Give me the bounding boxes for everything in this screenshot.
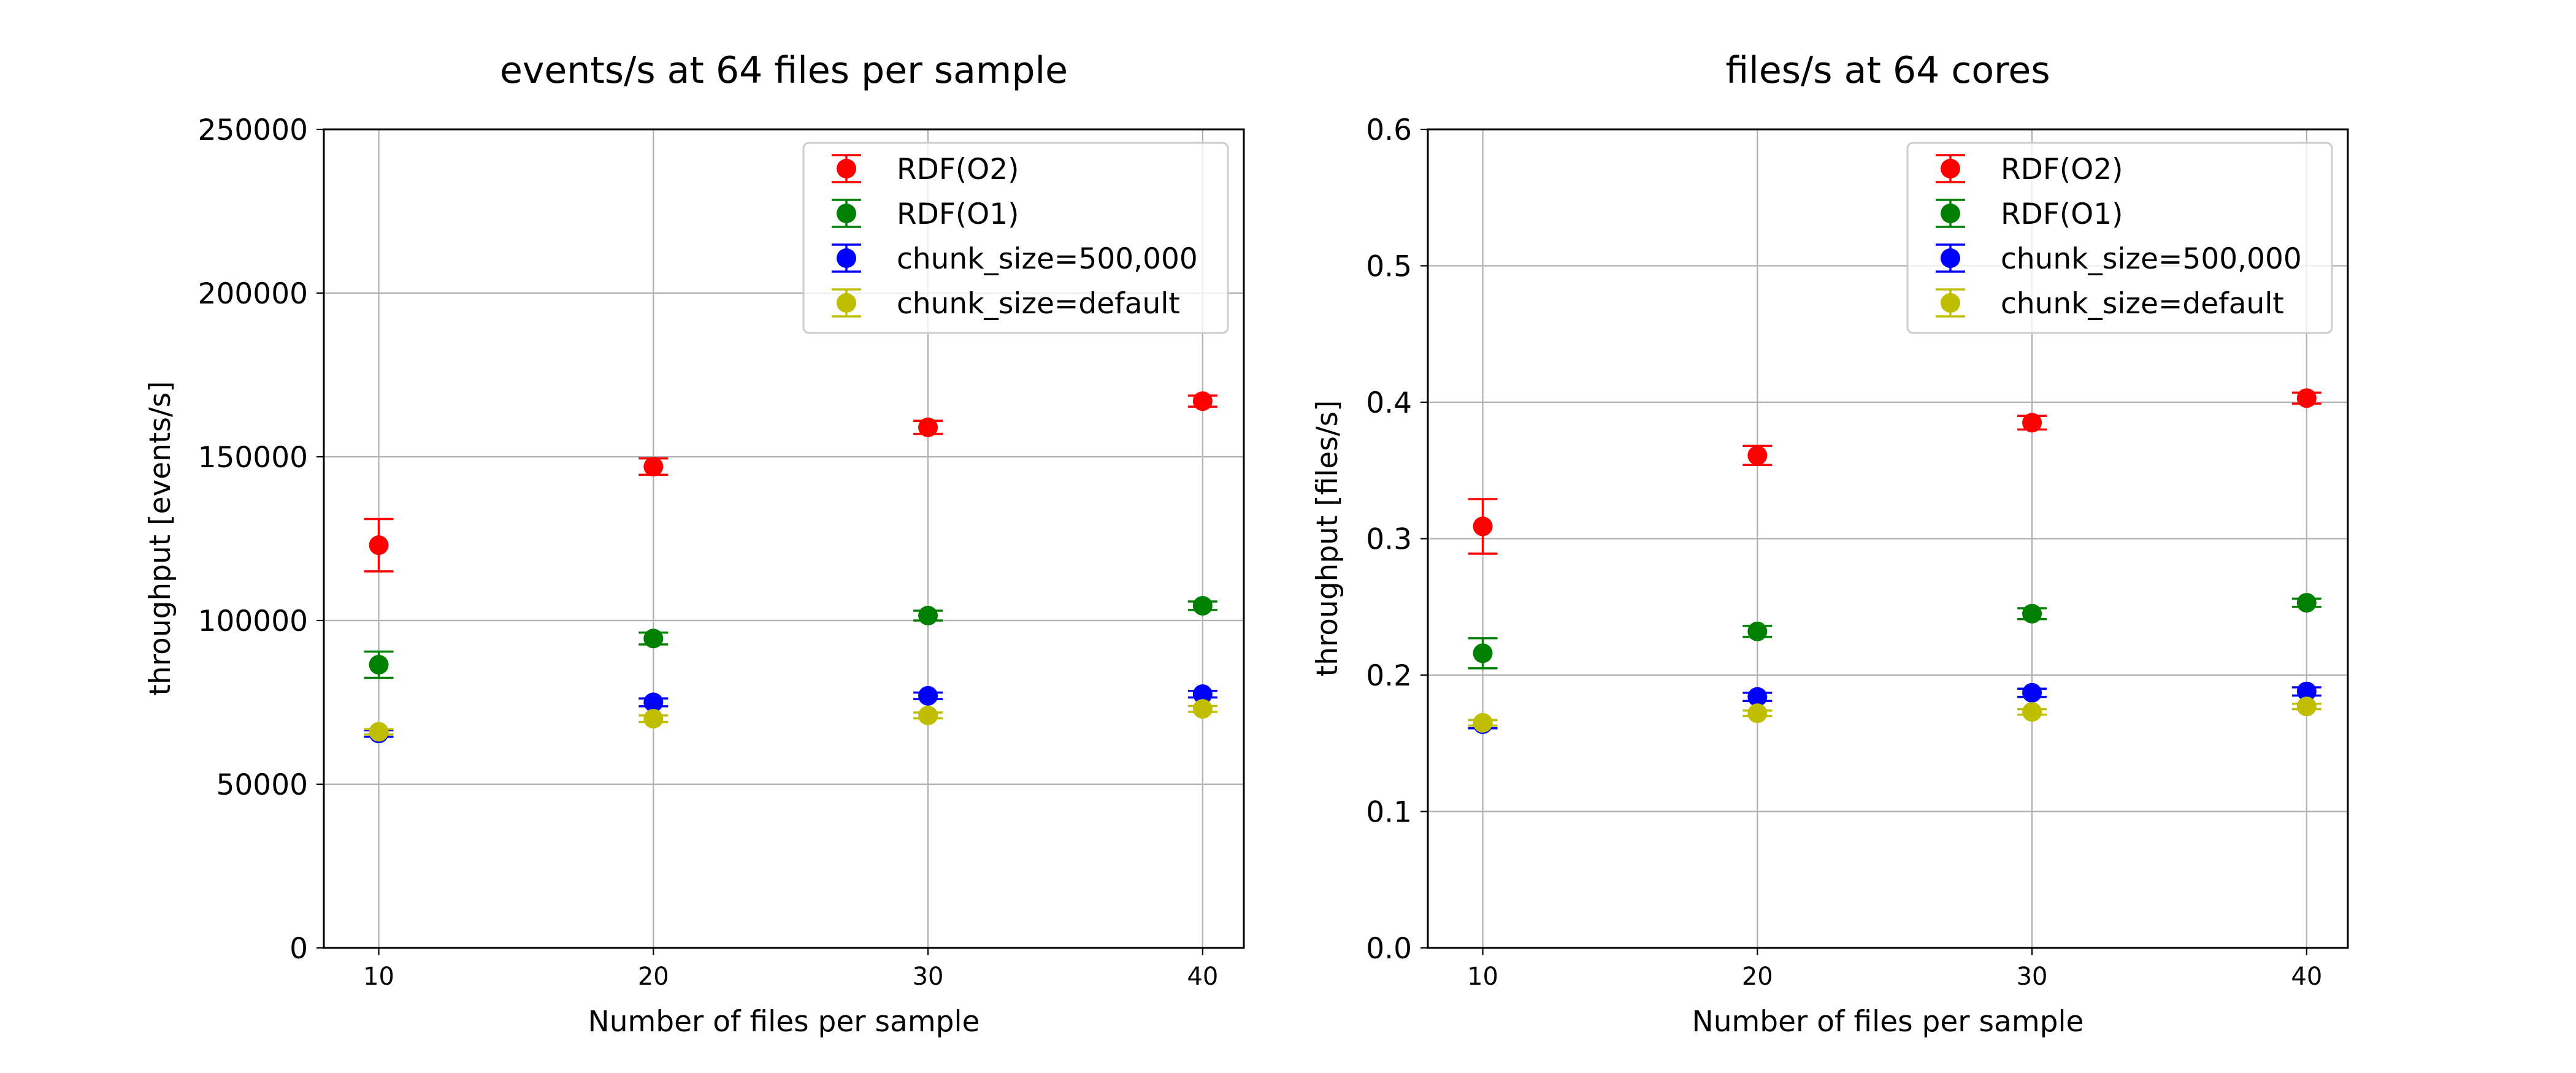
plot-events-per-second: events/s at 64 files per sample 0 50000 10… (144, 49, 1245, 1039)
data-point (1473, 643, 1493, 663)
x-tick-label: 40 (2291, 963, 2322, 991)
y-tick-label: 200000 (198, 277, 308, 311)
plot-files-per-second: files/s at 64 cores 0.00.10.20.30.40.50.… (1311, 49, 2349, 1039)
data-point (1192, 391, 1213, 411)
legend-marker (837, 293, 856, 313)
chart-title: events/s at 64 files per sample (500, 49, 1068, 92)
plot-frame (323, 128, 1245, 949)
y-tick-label: 0.1 (1366, 796, 1412, 830)
y-tick-label: 250000 (198, 113, 308, 147)
data-point (1192, 595, 1213, 616)
legend-label: chunk_size=default (2001, 287, 2284, 321)
legend-marker (837, 248, 856, 268)
data-point (2022, 413, 2042, 433)
data-point (2296, 593, 2317, 613)
y-axis-label: throughput [files/s] (1311, 400, 1344, 677)
data-point (1473, 516, 1493, 536)
y-tick-label: 0.4 (1366, 386, 1412, 420)
legend-label: RDF(O1) (2001, 197, 2123, 231)
chart-title: files/s at 64 cores (1725, 49, 2050, 92)
x-tick-label: 20 (1742, 963, 1773, 991)
data-point (1192, 684, 1213, 705)
y-tick-label: 0.0 (1366, 932, 1412, 966)
legend-label: chunk_size=500,000 (897, 242, 1198, 276)
y-axis-ticks: 0.0 0.1 0.2 0.3 0.4 0.5 0.6 (1366, 113, 1428, 966)
legend-marker (837, 159, 856, 178)
data-point (1473, 712, 1493, 733)
x-tick-label: 40 (1187, 963, 1218, 991)
y-axis-ticks: 0 50000 100000 150000 200000 250000 (198, 113, 324, 966)
legend-label: RDF(O2) (2001, 153, 2123, 186)
y-tick-label: 100000 (198, 605, 308, 638)
data-point (369, 655, 389, 675)
x-axis-ticks: 10 20 30 40 (363, 948, 1218, 991)
data-points (1468, 388, 2321, 735)
y-tick-label: 0.2 (1366, 659, 1412, 693)
data-point (643, 709, 664, 729)
legend-label: chunk_size=default (897, 287, 1180, 321)
legend-marker (1941, 293, 1960, 313)
legend: RDF(O2) RDF(O1) chunk_size=500,000 chunk_si… (1906, 142, 2333, 334)
legend-marker (1941, 159, 1960, 178)
data-point (643, 457, 664, 477)
x-tick-label: 10 (1467, 963, 1498, 991)
data-point (918, 705, 938, 725)
x-tick-label: 20 (638, 963, 669, 991)
data-point (918, 685, 938, 706)
data-point (1747, 445, 1768, 465)
legend-label: chunk_size=500,000 (2001, 242, 2302, 276)
legend-marker (1941, 248, 1960, 268)
legend-label: RDF(O2) (897, 153, 1019, 186)
data-point (2022, 702, 2042, 722)
legend-marker (1941, 204, 1960, 223)
data-point (643, 692, 664, 712)
legend-box (1906, 142, 2333, 334)
y-tick-label: 0.6 (1366, 113, 1412, 147)
x-axis-ticks: 10 20 30 40 (1467, 948, 2322, 991)
data-points (364, 391, 1217, 744)
legend-label: RDF(O1) (897, 197, 1019, 231)
data-point (2296, 388, 2317, 408)
data-point (918, 605, 938, 625)
legend-marker (837, 204, 856, 223)
data-point (2022, 603, 2042, 624)
data-point (369, 722, 389, 742)
data-point (918, 417, 938, 437)
data-point (643, 628, 664, 649)
data-point (369, 535, 389, 556)
x-tick-label: 10 (363, 963, 394, 991)
x-axis-label: Number of files per sample (1692, 1005, 2084, 1039)
y-tick-label: 0.3 (1366, 523, 1412, 557)
data-point (1747, 703, 1768, 724)
y-tick-label: 150000 (198, 441, 308, 475)
legend: RDF(O2) RDF(O1) chunk_size=500,000 chunk_si… (802, 142, 1229, 334)
y-tick-label: 0.5 (1366, 250, 1412, 284)
legend-box (802, 142, 1229, 334)
x-tick-label: 30 (913, 963, 944, 991)
y-tick-label: 0 (289, 932, 308, 966)
data-point (2296, 681, 2317, 701)
data-point (1747, 687, 1768, 707)
y-tick-label: 50000 (216, 768, 308, 802)
data-point (1192, 699, 1213, 719)
y-axis-label: throughput [events/s] (144, 381, 177, 695)
plot-frame (1427, 128, 2349, 949)
data-point (2022, 682, 2042, 703)
data-point (2296, 697, 2317, 717)
x-axis-label: Number of files per sample (588, 1005, 980, 1039)
x-tick-label: 30 (2017, 963, 2048, 991)
data-point (1747, 621, 1768, 641)
